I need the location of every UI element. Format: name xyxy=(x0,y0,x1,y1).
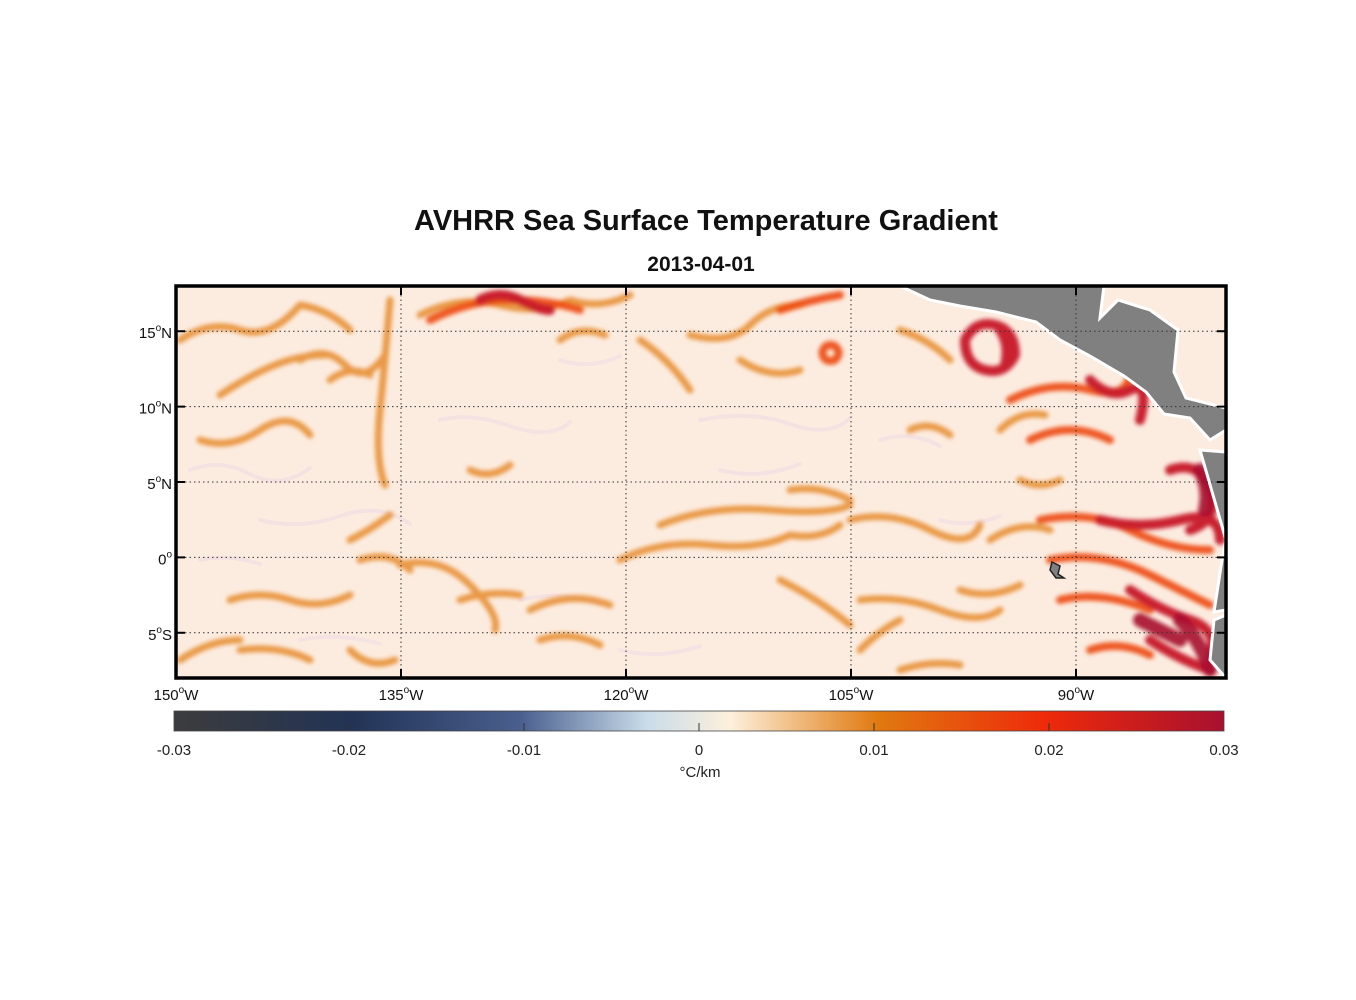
figure-title: AVHRR Sea Surface Temperature Gradient xyxy=(414,205,998,237)
lon-tick-label: 120oW xyxy=(604,685,650,704)
colorbar-tick-label: 0.01 xyxy=(859,742,888,759)
lon-tick-label: 135oW xyxy=(379,685,425,704)
lat-tick-label: 10oN xyxy=(139,399,172,418)
colorbar-tick-label: -0.01 xyxy=(507,742,541,759)
colorbar-tick-label: 0 xyxy=(695,742,703,759)
colorbar-tick-label: 0.03 xyxy=(1209,742,1238,759)
colorbar-tick-label: -0.02 xyxy=(332,742,366,759)
gradient-texture xyxy=(188,354,1002,657)
lat-tick-label: 15oN xyxy=(139,323,172,342)
colorbar-tick-label: -0.03 xyxy=(157,742,191,759)
axis-ticks xyxy=(175,286,1226,678)
colorbar-ticks: -0.03 -0.02 -0.01 0 0.01 0.02 0.03 xyxy=(157,723,1239,759)
lat-tick-label: 5oS xyxy=(148,625,172,644)
land xyxy=(899,286,1226,678)
lon-tick-label: 90oW xyxy=(1058,685,1095,704)
lon-tick-label: 105oW xyxy=(829,685,875,704)
colorbar-tick-label: 0.02 xyxy=(1034,742,1063,759)
lon-tick-label: 150oW xyxy=(154,685,200,704)
latitude-labels: 15oN 10oN 5oN 0o 5oS xyxy=(139,323,173,644)
sst-gradient-fronts xyxy=(176,290,1225,677)
longitude-labels: 150oW 135oW 120oW 105oW 90oW xyxy=(154,685,1095,704)
colorbar-unit-label: °C/km xyxy=(679,764,721,781)
lat-tick-label: 5oN xyxy=(147,474,172,493)
lat-tick-label: 0o xyxy=(158,549,172,568)
figure-subtitle: 2013-04-01 xyxy=(647,253,755,276)
